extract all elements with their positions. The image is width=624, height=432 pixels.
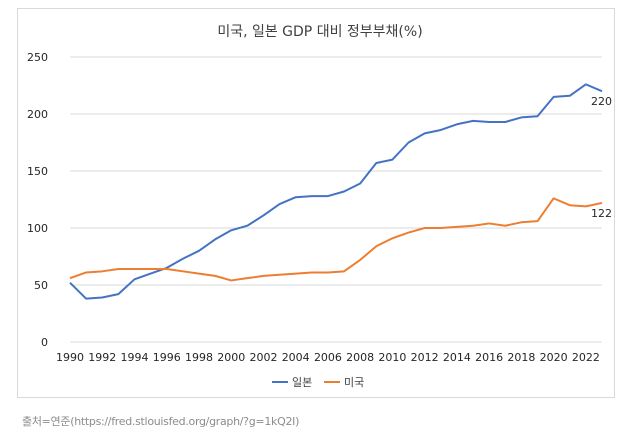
x-tick-label: 2010 (378, 351, 406, 364)
end-labels: 220 122 (591, 95, 612, 220)
x-tick-label: 2018 (507, 351, 535, 364)
source-note: 출처=연준(https://fred.stlouisfed.org/graph/… (22, 415, 300, 428)
x-tick-label: 1996 (153, 351, 181, 364)
y-tick-label: 200 (27, 108, 48, 121)
x-tick-label: 2022 (572, 351, 600, 364)
y-axis-ticks: 0 50 100 150 200 250 (27, 51, 48, 349)
y-tick-label: 250 (27, 51, 48, 64)
series-line-1 (69, 197, 603, 282)
x-tick-label: 1998 (185, 351, 213, 364)
x-tick-label: 2006 (314, 351, 342, 364)
y-tick-label: 150 (27, 165, 48, 178)
y-tick-label: 50 (34, 279, 48, 292)
x-tick-label: 1992 (88, 351, 116, 364)
x-tick-label: 1994 (120, 351, 148, 364)
x-tick-label: 2020 (540, 351, 568, 364)
x-tick-label: 1990 (56, 351, 84, 364)
chart-frame (17, 8, 615, 398)
chart-title: 미국, 일본 GDP 대비 정부부채(%) (217, 24, 422, 40)
y-tick-label: 0 (41, 336, 48, 349)
legend: 일본 미국 (272, 375, 364, 389)
x-tick-label: 2014 (443, 351, 471, 364)
legend-label: 일본 (292, 375, 312, 389)
x-tick-label: 2008 (346, 351, 374, 364)
end-value-label: 220 (591, 95, 612, 108)
x-tick-label: 2002 (249, 351, 277, 364)
series-lines (69, 83, 603, 300)
x-tick-label: 2016 (475, 351, 503, 364)
series-line-0 (69, 83, 603, 300)
gridlines (70, 56, 602, 343)
x-tick-label: 2000 (217, 351, 245, 364)
x-tick-label: 2004 (282, 351, 310, 364)
x-tick-label: 2012 (411, 351, 439, 364)
y-tick-label: 100 (27, 222, 48, 235)
x-axis-ticks: 1990 1992 1994 1996 1998 2000 2002 2004 2006 2008… (56, 351, 600, 364)
end-value-label: 122 (591, 207, 612, 220)
legend-label: 미국 (344, 376, 364, 389)
